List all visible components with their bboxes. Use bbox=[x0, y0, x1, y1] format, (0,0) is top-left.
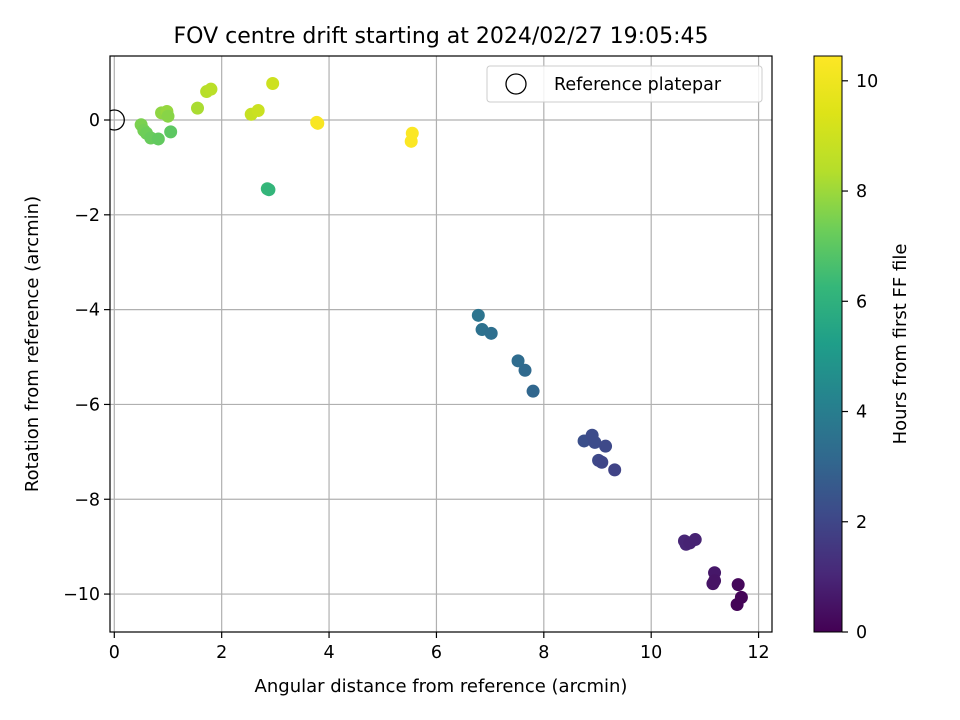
data-point bbox=[599, 439, 613, 453]
data-point bbox=[734, 590, 748, 604]
x-tick-label: 6 bbox=[431, 643, 442, 663]
reference-platepar-marker bbox=[110, 109, 125, 131]
chart-title: FOV centre drift starting at 2024/02/27 … bbox=[174, 24, 709, 49]
colorbar-gradient bbox=[813, 55, 843, 633]
data-point bbox=[266, 76, 280, 90]
y-tick-label: −6 bbox=[74, 395, 100, 415]
data-point bbox=[251, 104, 265, 118]
data-point bbox=[191, 101, 205, 115]
x-tick-label: 4 bbox=[323, 643, 334, 663]
y-tick-label: 0 bbox=[89, 111, 100, 131]
y-axis-ticks: 0 −2 −4 −6 −8 −10 bbox=[63, 111, 110, 605]
colorbar-tick-label: 8 bbox=[856, 182, 867, 202]
colorbar: 0 2 4 6 8 10 Hours from first FF file bbox=[813, 55, 911, 643]
colorbar-tick-label: 6 bbox=[856, 292, 867, 312]
data-point bbox=[161, 109, 175, 123]
data-point bbox=[164, 125, 178, 139]
data-point bbox=[404, 134, 418, 148]
data-point bbox=[511, 354, 525, 368]
y-tick-label: −10 bbox=[63, 585, 100, 605]
x-tick-label: 12 bbox=[747, 643, 769, 663]
colorbar-tick-label: 10 bbox=[856, 72, 878, 92]
y-tick-label: −4 bbox=[74, 301, 100, 321]
plot-frame bbox=[109, 55, 773, 633]
data-point bbox=[526, 384, 540, 398]
legend-box bbox=[486, 65, 763, 103]
data-points bbox=[134, 76, 748, 612]
colorbar-tick-label: 4 bbox=[856, 403, 867, 423]
y-tick-label: −2 bbox=[74, 206, 100, 226]
data-point bbox=[311, 116, 325, 130]
colorbar-tick-label: 0 bbox=[856, 623, 867, 643]
x-axis-ticks: 0 2 4 6 8 10 12 bbox=[109, 632, 770, 663]
data-point bbox=[262, 183, 276, 197]
x-axis-label: Angular distance from reference (arcmin) bbox=[255, 676, 628, 697]
data-point bbox=[588, 435, 602, 449]
x-tick-label: 2 bbox=[216, 643, 227, 663]
x-tick-label: 10 bbox=[640, 643, 662, 663]
data-point bbox=[688, 533, 702, 547]
data-point bbox=[471, 308, 485, 322]
legend: Reference platepar bbox=[486, 65, 763, 103]
grid-lines bbox=[110, 56, 772, 632]
x-tick-label: 8 bbox=[538, 643, 549, 663]
reference-marker-layer bbox=[110, 109, 125, 131]
data-point bbox=[708, 574, 722, 588]
data-point bbox=[484, 326, 498, 340]
y-axis-label: Rotation from reference (arcmin) bbox=[22, 196, 43, 492]
data-point bbox=[204, 82, 218, 96]
data-point bbox=[731, 578, 745, 592]
legend-entry-reference-platepar: Reference platepar bbox=[554, 75, 722, 95]
legend-marker-icon bbox=[505, 73, 527, 95]
y-tick-label: −8 bbox=[74, 490, 100, 510]
colorbar-tick-label: 2 bbox=[856, 513, 867, 533]
data-point bbox=[151, 132, 165, 146]
x-tick-label: 0 bbox=[109, 643, 120, 663]
data-point bbox=[518, 363, 532, 377]
colorbar-ticks: 0 2 4 6 8 10 bbox=[842, 72, 878, 643]
data-point bbox=[608, 463, 622, 477]
data-point bbox=[595, 455, 609, 469]
colorbar-label: Hours from first FF file bbox=[890, 244, 911, 445]
